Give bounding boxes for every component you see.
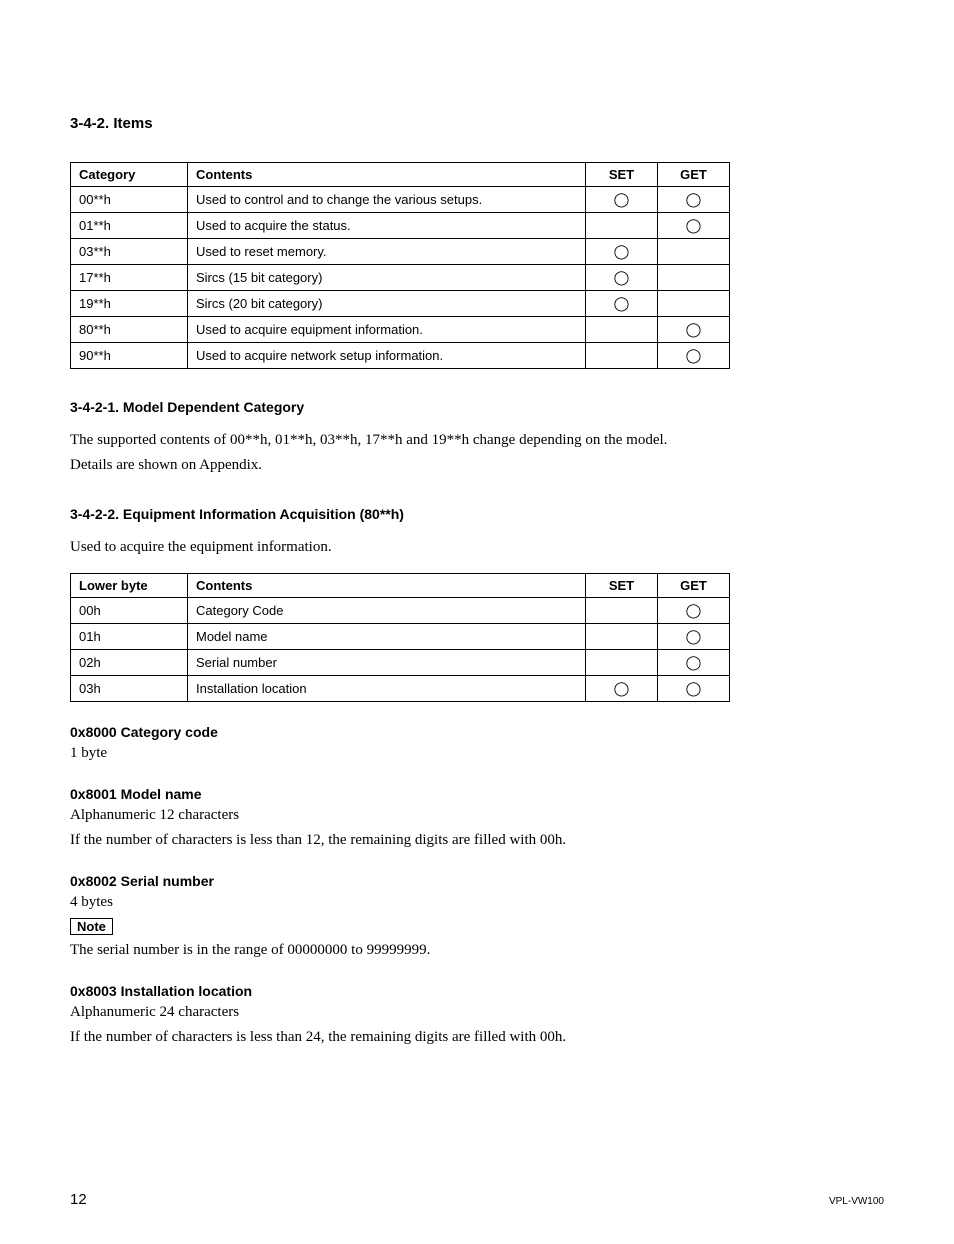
cell-contents: Used to reset memory. <box>188 239 586 265</box>
cell-code: 02h <box>71 649 188 675</box>
table-row: 17**hSircs (15 bit category)◯ <box>71 265 730 291</box>
page: 3-4-2. Items Category Contents SET GET 0… <box>0 0 954 1244</box>
cell-contents: Sircs (20 bit category) <box>188 291 586 317</box>
cell-code: 00h <box>71 597 188 623</box>
cell-contents: Category Code <box>188 597 586 623</box>
cell-set <box>586 213 658 239</box>
table-header-row: Lower byte Contents SET GET <box>71 573 730 597</box>
text-0x8002-l1: 4 bytes <box>70 891 884 914</box>
cell-contents: Serial number <box>188 649 586 675</box>
footer-model: VPL-VW100 <box>829 1196 884 1207</box>
heading-equipment-info: 3-4-2-2. Equipment Information Acquisiti… <box>70 506 884 522</box>
text-0x8001-l2: If the number of characters is less than… <box>70 829 884 852</box>
heading-0x8000: 0x8000 Category code <box>70 724 884 740</box>
cell-code: 03h <box>71 675 188 701</box>
cell-set <box>586 317 658 343</box>
cell-set: ◯ <box>586 265 658 291</box>
cell-get <box>658 265 730 291</box>
cell-contents: Used to acquire network setup informatio… <box>188 343 586 369</box>
cell-set <box>586 343 658 369</box>
table-header-row: Category Contents SET GET <box>71 163 730 187</box>
cell-set <box>586 623 658 649</box>
cell-code: 90**h <box>71 343 188 369</box>
th-category: Category <box>71 163 188 187</box>
cell-set: ◯ <box>586 239 658 265</box>
heading-0x8001: 0x8001 Model name <box>70 786 884 802</box>
cell-get: ◯ <box>658 597 730 623</box>
items-table: Category Contents SET GET 00**hUsed to c… <box>70 162 730 369</box>
cell-get: ◯ <box>658 317 730 343</box>
table-row: 03**hUsed to reset memory.◯ <box>71 239 730 265</box>
equipment-table: Lower byte Contents SET GET 00hCategory … <box>70 573 730 702</box>
cell-contents: Used to acquire the status. <box>188 213 586 239</box>
text-0x8003-l2: If the number of characters is less than… <box>70 1026 884 1049</box>
cell-get: ◯ <box>658 187 730 213</box>
page-number: 12 <box>70 1191 87 1208</box>
table-row: 00**hUsed to control and to change the v… <box>71 187 730 213</box>
cell-code: 01**h <box>71 213 188 239</box>
table-row: 19**hSircs (20 bit category)◯ <box>71 291 730 317</box>
text-0x8001-l1: Alphanumeric 12 characters <box>70 804 884 827</box>
paragraph-model-dep-2: Details are shown on Appendix. <box>70 454 884 477</box>
cell-set <box>586 649 658 675</box>
heading-0x8003: 0x8003 Installation location <box>70 983 884 999</box>
cell-get: ◯ <box>658 343 730 369</box>
th-set: SET <box>586 573 658 597</box>
cell-contents: Used to acquire equipment information. <box>188 317 586 343</box>
cell-get: ◯ <box>658 649 730 675</box>
heading-0x8002: 0x8002 Serial number <box>70 873 884 889</box>
table-row: 01hModel name ◯ <box>71 623 730 649</box>
paragraph-eq-intro: Used to acquire the equipment informatio… <box>70 536 884 559</box>
cell-code: 19**h <box>71 291 188 317</box>
paragraph-model-dep-1: The supported contents of 00**h, 01**h, … <box>70 429 884 452</box>
cell-set <box>586 597 658 623</box>
table-row: 03hInstallation location◯◯ <box>71 675 730 701</box>
cell-get <box>658 291 730 317</box>
table-row: 80**hUsed to acquire equipment informati… <box>71 317 730 343</box>
cell-contents: Installation location <box>188 675 586 701</box>
text-0x8002-l2: The serial number is in the range of 000… <box>70 939 884 962</box>
cell-code: 01h <box>71 623 188 649</box>
text-0x8003-l1: Alphanumeric 24 characters <box>70 1001 884 1024</box>
cell-code: 03**h <box>71 239 188 265</box>
cell-set: ◯ <box>586 291 658 317</box>
heading-model-dependent: 3-4-2-1. Model Dependent Category <box>70 399 884 415</box>
table-row: 01**hUsed to acquire the status. ◯ <box>71 213 730 239</box>
th-set: SET <box>586 163 658 187</box>
th-contents: Contents <box>188 573 586 597</box>
cell-get <box>658 239 730 265</box>
cell-set: ◯ <box>586 675 658 701</box>
table-row: 02hSerial number ◯ <box>71 649 730 675</box>
cell-code: 17**h <box>71 265 188 291</box>
page-footer: 12 VPL-VW100 <box>70 1191 884 1208</box>
th-contents: Contents <box>188 163 586 187</box>
cell-contents: Used to control and to change the variou… <box>188 187 586 213</box>
table-row: 00hCategory Code ◯ <box>71 597 730 623</box>
cell-contents: Sircs (15 bit category) <box>188 265 586 291</box>
th-lower-byte: Lower byte <box>71 573 188 597</box>
cell-set: ◯ <box>586 187 658 213</box>
heading-main: 3-4-2. Items <box>70 115 884 132</box>
th-get: GET <box>658 573 730 597</box>
cell-contents: Model name <box>188 623 586 649</box>
cell-code: 80**h <box>71 317 188 343</box>
table-row: 90**hUsed to acquire network setup infor… <box>71 343 730 369</box>
cell-code: 00**h <box>71 187 188 213</box>
cell-get: ◯ <box>658 675 730 701</box>
th-get: GET <box>658 163 730 187</box>
note-label: Note <box>70 918 113 935</box>
cell-get: ◯ <box>658 623 730 649</box>
cell-get: ◯ <box>658 213 730 239</box>
text-0x8000-l1: 1 byte <box>70 742 884 765</box>
